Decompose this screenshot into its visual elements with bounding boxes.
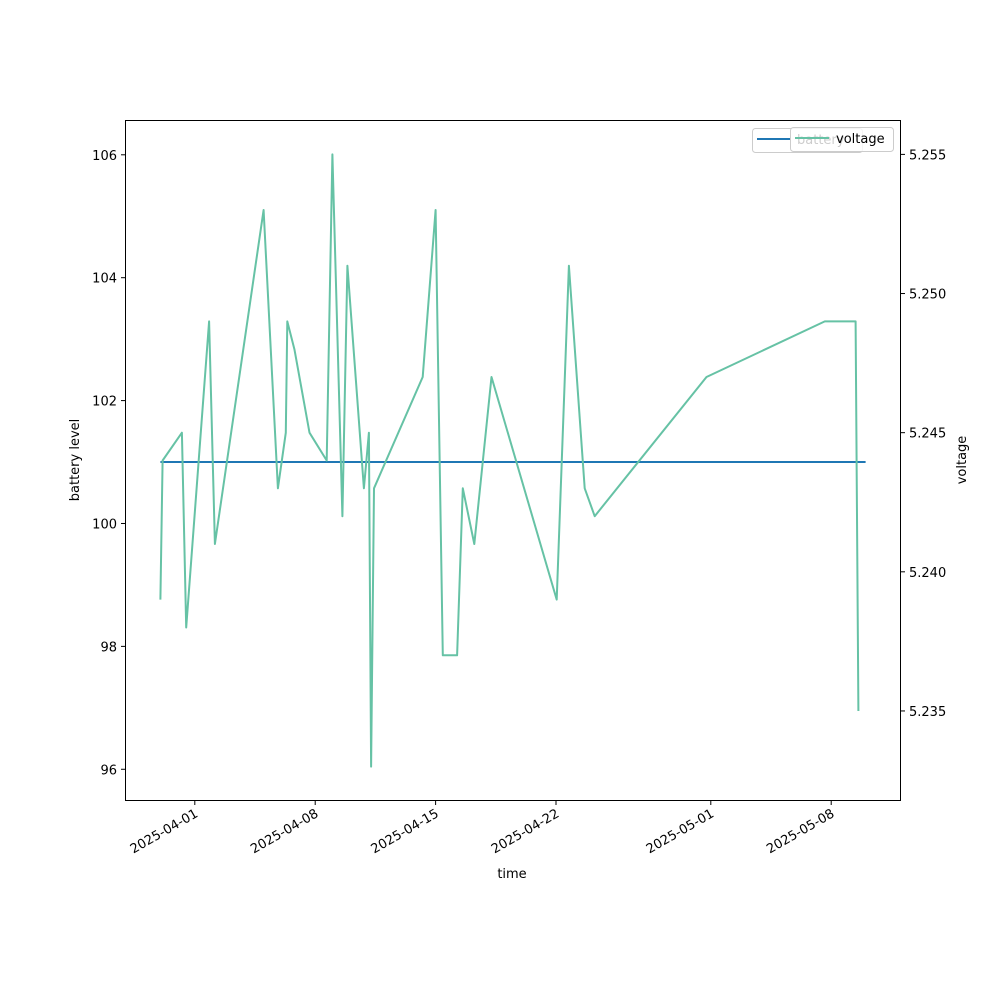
legend-voltage: voltage — [790, 127, 894, 152]
y-left-tick-label-3: 102 — [92, 395, 117, 410]
y-axis-right-label: voltage — [955, 436, 970, 485]
y-left-tick-label-4: 104 — [92, 272, 117, 287]
y-right-tick-label-1: 5.240 — [909, 566, 946, 581]
y-right-tick-label-2: 5.245 — [909, 427, 946, 442]
y-right-tick-label-4: 5.255 — [909, 148, 946, 163]
y-axis-left-label: battery level — [68, 419, 83, 502]
y-right-tick-label-0: 5.235 — [909, 705, 946, 720]
y-left-tick-label-0: 96 — [100, 763, 117, 778]
legend-voltage-box — [790, 127, 894, 152]
x-axis-label: time — [497, 867, 526, 882]
y-left-tick-label-1: 98 — [100, 640, 117, 655]
y-left-tick-label-2: 100 — [92, 517, 117, 532]
plot-layer — [159, 153, 866, 768]
y-right-tick-label-3: 5.250 — [909, 288, 946, 303]
series-line-voltage — [159, 153, 860, 768]
y-left-tick-label-5: 106 — [92, 149, 117, 164]
plot-frame — [125, 120, 901, 801]
legend-voltage-text: voltage — [836, 132, 885, 147]
